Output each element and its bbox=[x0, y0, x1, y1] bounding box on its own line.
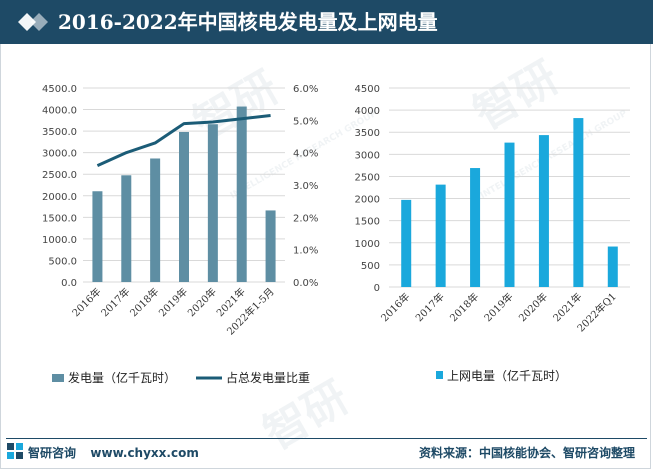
brand-url[interactable]: www.chyxx.com bbox=[90, 446, 199, 460]
legend-label: 上网电量（亿千瓦时） bbox=[447, 368, 567, 383]
legend-swatch-bar bbox=[436, 371, 443, 379]
x-tick-label: 2021年 bbox=[550, 290, 584, 324]
y2-tick-label: 2.0% bbox=[293, 213, 318, 224]
y-tick-label: 2000.0 bbox=[42, 192, 77, 203]
x-tick-label: 2017年 bbox=[413, 290, 447, 324]
y-tick-label: 4000.0 bbox=[42, 106, 77, 117]
y2-tick-label: 5.0% bbox=[293, 116, 318, 127]
y2-tick-label: 1.0% bbox=[293, 246, 318, 257]
y-tick-label: 0 bbox=[374, 283, 380, 294]
footer-divider bbox=[6, 438, 647, 439]
x-tick-label: 2019年 bbox=[156, 285, 190, 319]
bar bbox=[236, 106, 247, 282]
bar bbox=[207, 124, 218, 282]
y-tick-label: 3500.0 bbox=[42, 127, 77, 138]
y-tick-label: 4500.0 bbox=[42, 84, 77, 95]
y-tick-label: 1500.0 bbox=[42, 213, 77, 224]
legend-label: 发电量（亿千瓦时） bbox=[68, 370, 176, 385]
y-tick-label: 500.0 bbox=[48, 256, 77, 267]
x-tick-label: 2018年 bbox=[127, 285, 161, 319]
footer-brand: 智研咨询 www.chyxx.com bbox=[28, 444, 199, 461]
y-tick-label: 1000 bbox=[355, 239, 380, 250]
bar bbox=[179, 131, 189, 282]
y-tick-label: 3000.0 bbox=[42, 149, 77, 160]
y-tick-label: 2000 bbox=[355, 195, 380, 206]
bar bbox=[607, 246, 618, 287]
y-tick-label: 3000 bbox=[355, 150, 380, 161]
bar bbox=[150, 158, 161, 282]
brand-name: 智研咨询 bbox=[28, 446, 77, 460]
bar bbox=[121, 175, 132, 282]
chart-title: 2016-2022年中国核电发电量及上网电量 bbox=[58, 10, 438, 34]
bar bbox=[92, 191, 103, 282]
data-source: 资料来源：中国核能协会、智研咨询整理 bbox=[418, 446, 635, 460]
bar bbox=[470, 168, 481, 287]
y-tick-label: 4000 bbox=[355, 106, 380, 117]
y2-tick-label: 6.0% bbox=[293, 84, 318, 95]
y-tick-label: 1500 bbox=[355, 217, 380, 228]
y-tick-label: 2500.0 bbox=[42, 170, 77, 181]
x-tick-label: 2017年 bbox=[98, 285, 132, 319]
x-tick-label: 2019年 bbox=[481, 290, 515, 324]
x-tick-label: 2016年 bbox=[69, 285, 103, 319]
y-tick-label: 4500 bbox=[355, 84, 380, 95]
y2-tick-label: 0.0% bbox=[293, 278, 318, 289]
title-banner: 2016-2022年中国核电发电量及上网电量 bbox=[0, 0, 653, 44]
legend-label: 占总发电量比重 bbox=[226, 370, 310, 385]
legend-swatch-bar bbox=[52, 374, 64, 382]
y-tick-label: 500 bbox=[361, 261, 380, 272]
diamond-icon bbox=[18, 13, 48, 31]
x-tick-label: 2018年 bbox=[447, 290, 481, 324]
bar bbox=[265, 210, 276, 282]
y-tick-label: 3500 bbox=[355, 128, 380, 139]
x-tick-label: 2016年 bbox=[378, 290, 412, 324]
y-tick-label: 1000.0 bbox=[42, 235, 77, 246]
x-tick-label: 2022年1-5月 bbox=[224, 285, 277, 338]
logo-icon bbox=[7, 443, 23, 459]
y-tick-label: 0.0 bbox=[61, 278, 77, 289]
x-tick-label: 2020年 bbox=[516, 290, 550, 324]
bar bbox=[401, 199, 412, 287]
x-tick-label: 2020年 bbox=[185, 285, 219, 319]
bar bbox=[504, 142, 515, 287]
y-tick-label: 2500 bbox=[355, 172, 380, 183]
y2-tick-label: 4.0% bbox=[293, 149, 318, 160]
bar bbox=[435, 184, 446, 287]
bar bbox=[573, 118, 584, 288]
y2-tick-label: 3.0% bbox=[293, 181, 318, 192]
bar bbox=[538, 135, 549, 287]
